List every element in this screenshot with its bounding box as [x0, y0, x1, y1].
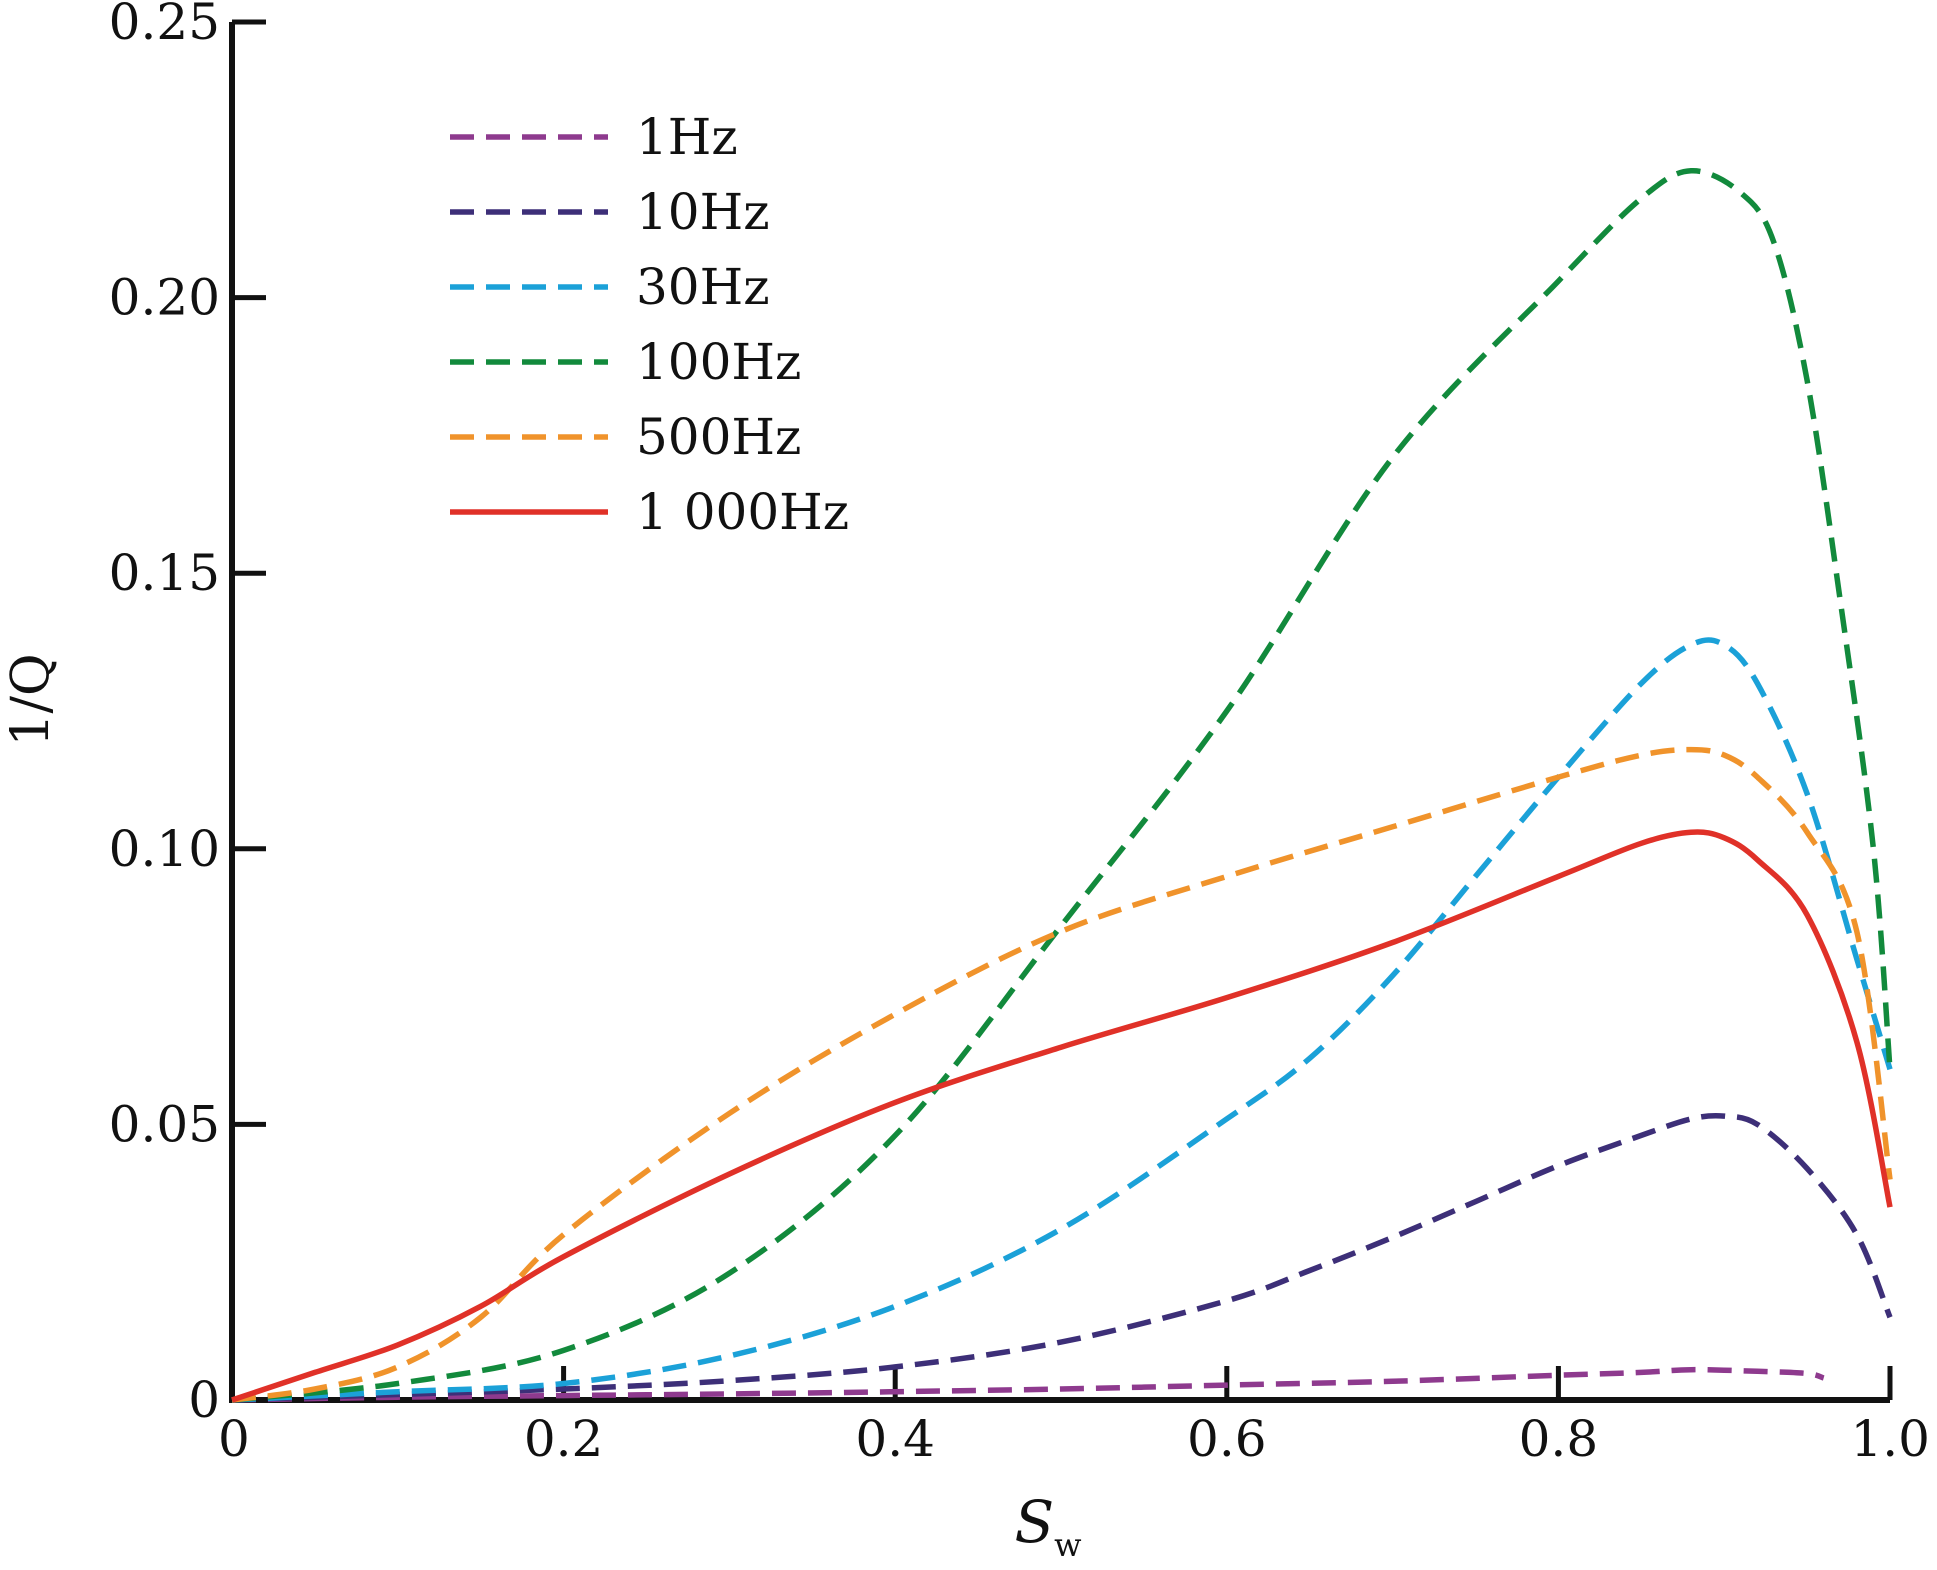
- series-line-30hz: [231, 637, 1893, 1403]
- x-axis-title-main: S: [1014, 1488, 1054, 1556]
- x-tick-label: 0.6: [1187, 1410, 1267, 1468]
- y-tick-label: 0.05: [109, 1095, 220, 1153]
- x-axis-title: Sw: [1014, 1488, 1081, 1564]
- y-axis-title: 1/Q: [1, 653, 61, 746]
- series-line-100hz: [231, 168, 1893, 1403]
- axes: 0 0.05 0.10 0.15 0.20 0.25 0 0.2 0.4 0.6 0.8 1.0: [109, 0, 1930, 1468]
- x-tick-label: 0.8: [1519, 1410, 1599, 1468]
- legend-label: 1Hz: [636, 108, 738, 166]
- x-tick-label: 0.2: [524, 1410, 604, 1468]
- y-tick-label: 0.15: [109, 544, 220, 602]
- y-tick-label: 0.25: [109, 0, 220, 51]
- y-tick-label: 0.10: [109, 820, 220, 878]
- series-line-1000hz: [231, 829, 1893, 1403]
- legend: 1Hz 10Hz 30Hz 100Hz 500Hz 1 000Hz: [450, 108, 849, 541]
- legend-label: 100Hz: [636, 333, 801, 391]
- x-tick-label: 1.0: [1850, 1410, 1930, 1468]
- x-tick-label: 0: [218, 1410, 250, 1468]
- series-line-1hz: [231, 1366, 1825, 1403]
- legend-label: 10Hz: [636, 183, 770, 241]
- series-line-500hz: [231, 746, 1893, 1403]
- axis-titles: 1/Q Sw: [1, 653, 1082, 1564]
- x-axis-title-subscript: w: [1054, 1526, 1081, 1564]
- y-tick-label: 0.20: [109, 269, 220, 327]
- legend-label: 1 000Hz: [636, 483, 849, 541]
- legend-label: 30Hz: [636, 258, 770, 316]
- series-line-10hz: [231, 1112, 1893, 1403]
- y-tick-label: 0: [188, 1371, 220, 1429]
- x-tick-label: 0.4: [855, 1410, 935, 1468]
- series-layer: [231, 168, 1893, 1403]
- legend-label: 500Hz: [636, 408, 801, 466]
